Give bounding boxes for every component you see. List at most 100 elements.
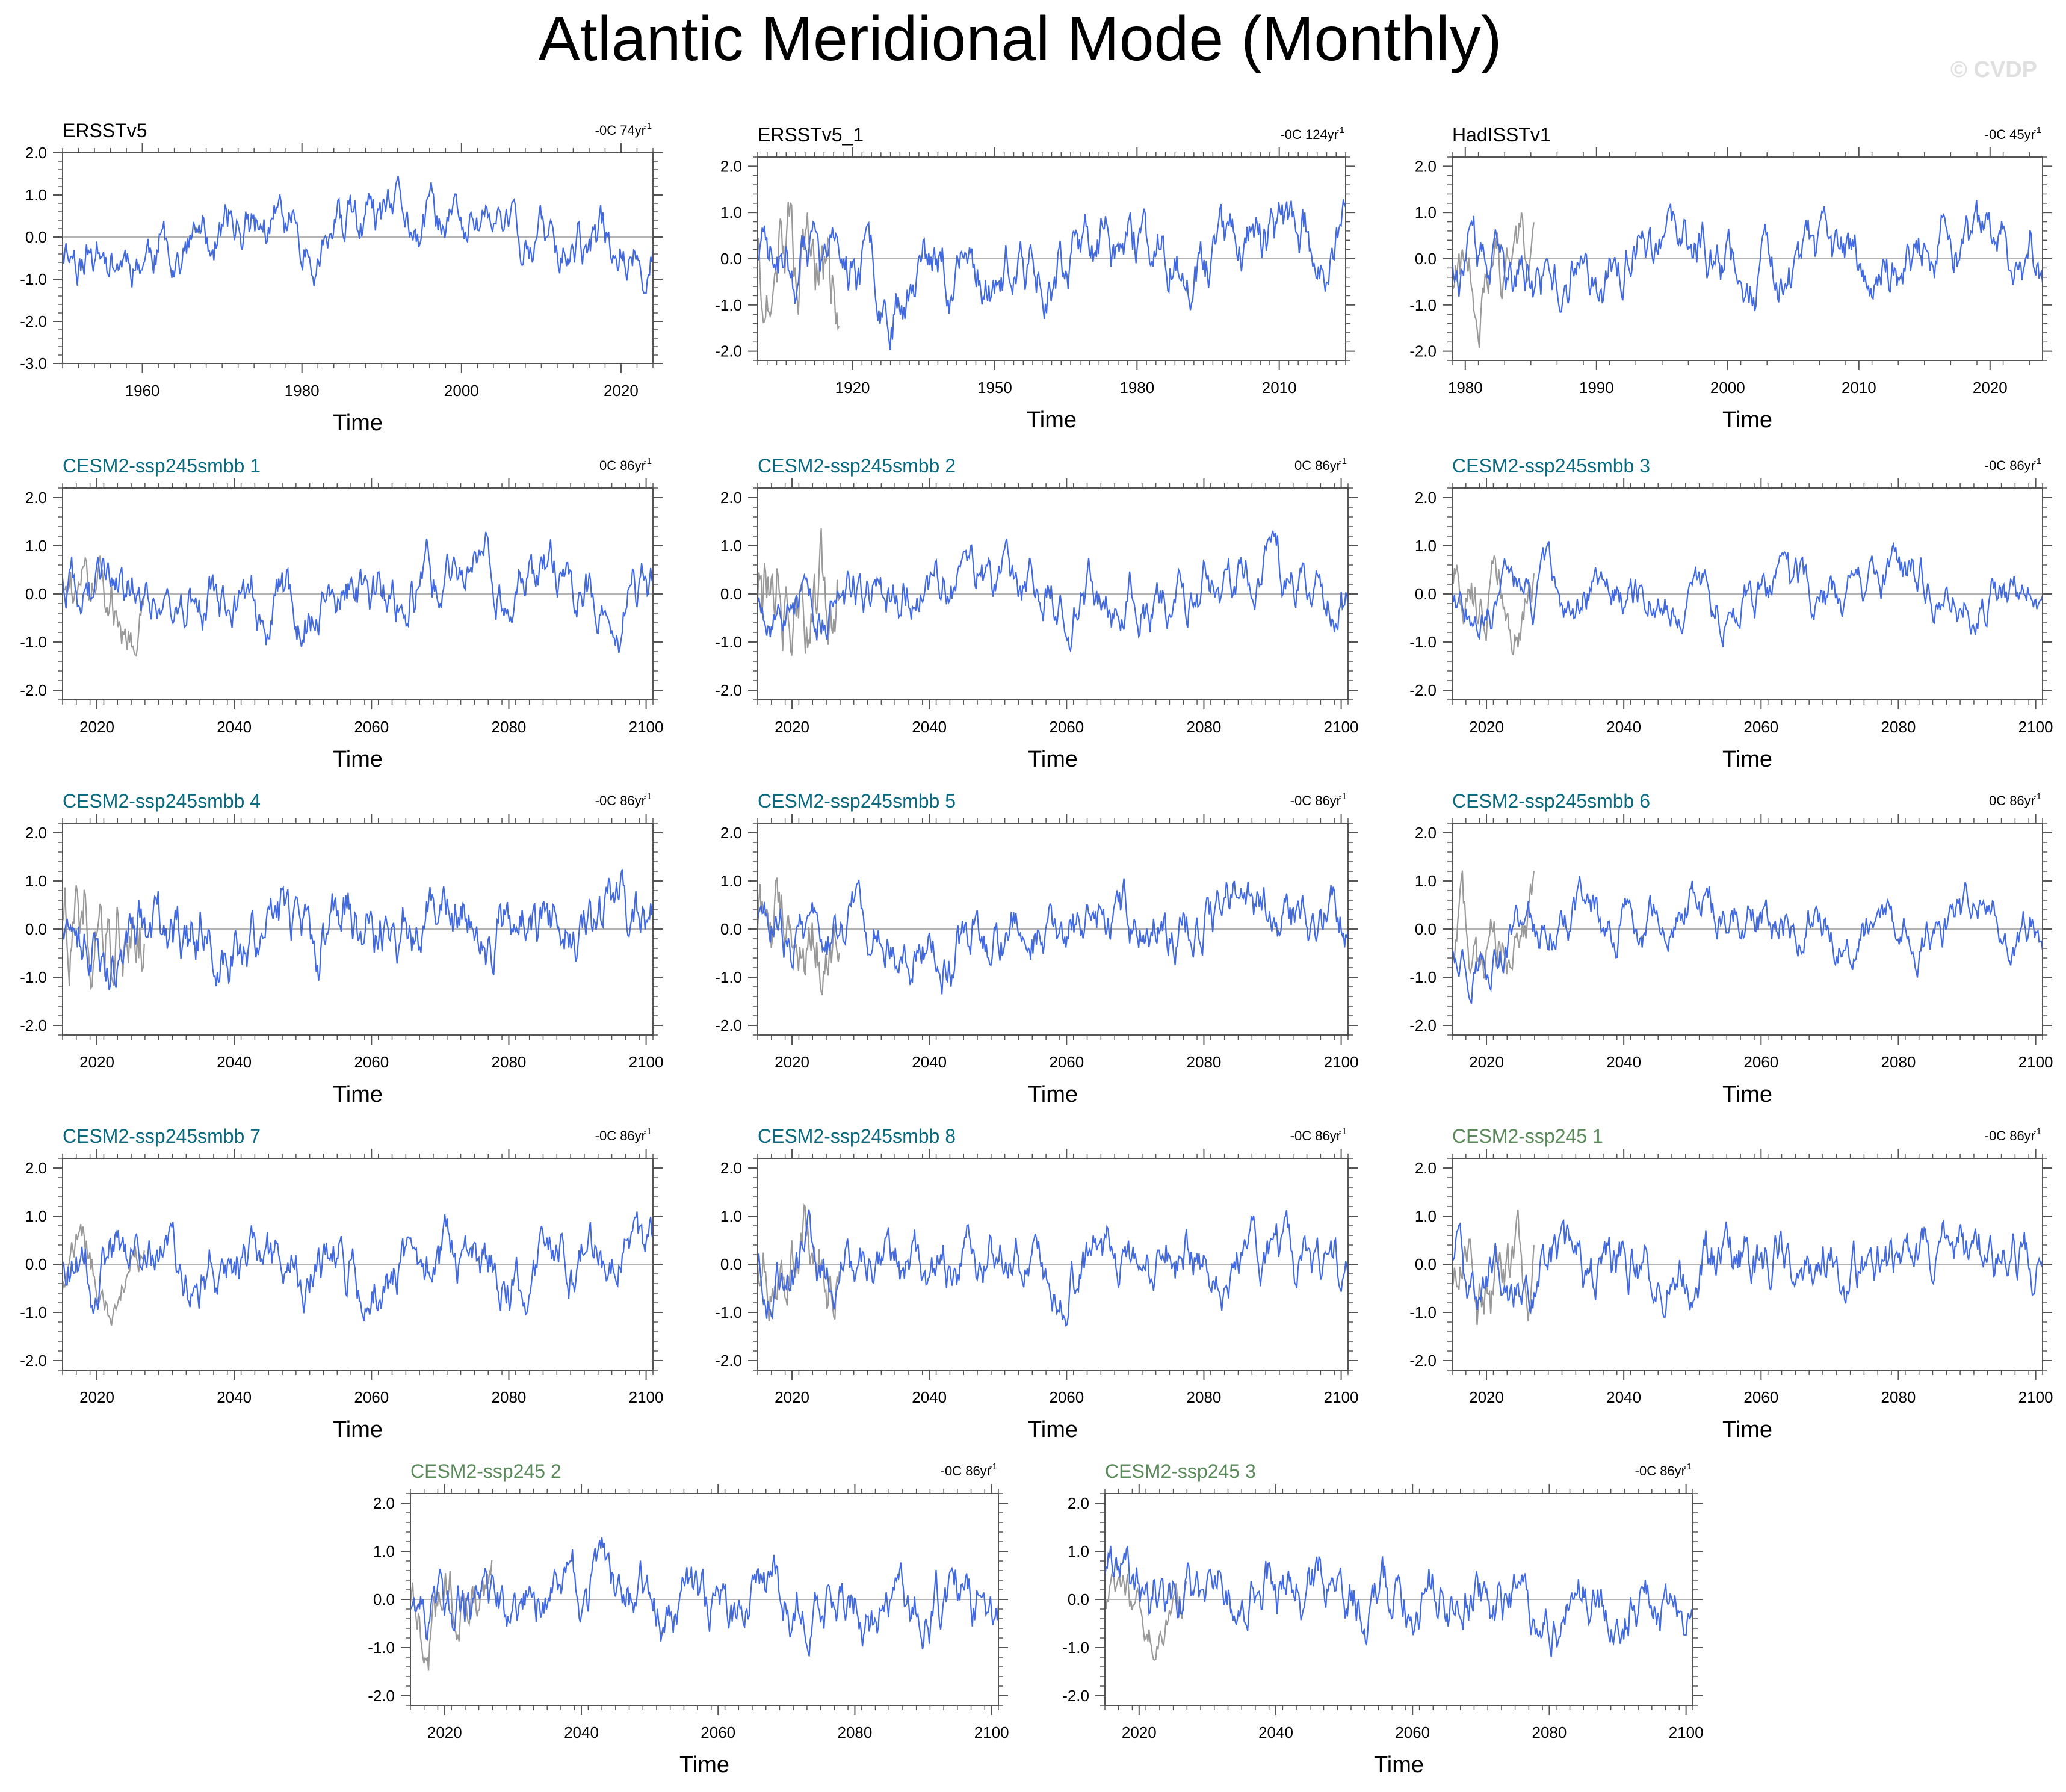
y-tick-label: -1.0 (715, 296, 742, 314)
y-tick-label: 2.0 (25, 1159, 47, 1177)
x-tick-label: 2080 (838, 1723, 873, 1741)
x-tick-label: 2060 (1743, 1053, 1778, 1071)
y-tick-label: -2.0 (715, 342, 742, 360)
trend-exponent: -1 (1339, 456, 1347, 466)
panel-title: CESM2-ssp245 2 (410, 1460, 561, 1482)
x-tick-label: 2080 (1881, 718, 1916, 736)
observation-series-line (756, 877, 840, 996)
series-line (1451, 876, 2044, 1004)
x-tick-label: 2060 (1743, 718, 1778, 736)
x-tick-label: 2060 (1049, 1053, 1084, 1071)
x-tick-label: 2010 (1262, 378, 1297, 397)
y-tick-label: 1.0 (720, 537, 742, 555)
x-axis-title: Time (333, 1417, 383, 1442)
x-tick-label: 2060 (354, 718, 389, 736)
trend-label: -0C 45yr (1985, 127, 2035, 142)
x-tick-label: 2020 (1469, 1053, 1504, 1071)
trend-label: -0C 86yr (1635, 1463, 1686, 1478)
trend-label: -0C 86yr (941, 1463, 991, 1478)
trend-exponent: -1 (644, 121, 652, 131)
y-tick-label: 0.0 (720, 1255, 742, 1273)
y-tick-label: 2.0 (720, 489, 742, 507)
x-tick-label: 2040 (912, 718, 947, 736)
y-tick-label: 1.0 (720, 872, 742, 890)
panel-11: CESM2-ssp245smbb 8 -0C 86yr-1 2.0 1.0 0.0 -1.… (715, 1125, 1358, 1442)
trend-exponent: -1 (2034, 791, 2041, 802)
panel-4: CESM2-ssp245smbb 1 0C 86yr-1 2.0 1.0 0.0 -1.0… (20, 455, 663, 772)
x-tick-label: 1980 (1119, 378, 1154, 397)
x-tick-label: 2080 (492, 718, 527, 736)
series-line (756, 529, 1349, 653)
panel-title: CESM2-ssp245 3 (1105, 1460, 1256, 1482)
y-tick-label: -1.0 (1409, 1303, 1437, 1321)
x-tick-label: 2020 (775, 1388, 809, 1406)
x-axis-title: Time (679, 1752, 729, 1778)
trend-label: -0C 86yr (1985, 1128, 2035, 1143)
y-tick-label: 2.0 (25, 144, 47, 162)
observation-series-line (1104, 1573, 1187, 1661)
panels-grid: ERSSTv5 -0C 74yr-12.01.00.0-1.0-2.0-3.019… (20, 120, 2053, 1778)
x-axis-title: Time (1027, 407, 1077, 433)
x-tick-label: 2100 (2018, 1388, 2053, 1406)
x-tick-label: 2020 (427, 1723, 462, 1741)
x-tick-label: 2100 (974, 1723, 1009, 1741)
x-tick-label: 2100 (629, 1388, 664, 1406)
x-tick-label: 2040 (217, 718, 252, 736)
x-tick-label: 2080 (492, 1388, 527, 1406)
x-axis-title: Time (1374, 1752, 1424, 1778)
y-tick-label: 0.0 (720, 585, 742, 603)
y-tick-label: -2.0 (1409, 1016, 1437, 1034)
y-tick-label: -1.0 (368, 1639, 395, 1657)
observation-series-line (1451, 212, 1535, 348)
y-tick-label: -2.0 (715, 1352, 742, 1370)
x-tick-label: 1990 (1579, 378, 1614, 397)
y-tick-label: 2.0 (25, 489, 47, 507)
observation-series-line (61, 885, 145, 990)
x-tick-label: 2020 (79, 1388, 114, 1406)
x-tick-label: 2040 (1606, 718, 1641, 736)
x-tick-label: 2020 (1973, 378, 2008, 397)
x-tick-label: 2020 (775, 1053, 809, 1071)
trend-exponent: -1 (1337, 125, 1344, 135)
x-tick-label: 2080 (492, 1053, 527, 1071)
panel-6: CESM2-ssp245smbb 3 -0C 86yr-1 2.0 1.0 0.0 -1.… (1409, 455, 2053, 772)
observation-series-line (61, 1224, 145, 1326)
x-tick-label: 1950 (977, 378, 1012, 397)
y-tick-label: 2.0 (720, 824, 742, 842)
y-tick-label: -2.0 (1409, 342, 1437, 360)
x-tick-label: 1980 (1448, 378, 1483, 397)
y-tick-label: -2.0 (1409, 681, 1437, 699)
x-tick-label: 2040 (912, 1053, 947, 1071)
series-line (1104, 1545, 1693, 1657)
x-tick-label: 2000 (444, 382, 479, 400)
y-tick-label: -1.0 (1409, 633, 1437, 651)
x-axis-title: Time (333, 747, 383, 772)
panel-9: CESM2-ssp245smbb 6 0C 86yr-1 2.0 1.0 0.0 -1.0… (1409, 790, 2053, 1107)
y-tick-label: 0.0 (25, 1255, 47, 1273)
x-tick-label: 2040 (217, 1388, 252, 1406)
series-line (1451, 541, 2044, 647)
trend-exponent: -1 (1339, 791, 1347, 802)
y-tick-label: -2.0 (715, 1016, 742, 1034)
series-line (61, 869, 654, 990)
watermark: © CVDP (1950, 57, 2037, 82)
x-tick-label: 2020 (775, 718, 809, 736)
x-axis-title: Time (1722, 407, 1772, 433)
x-tick-label: 2040 (1258, 1723, 1293, 1741)
y-tick-label: -1.0 (20, 270, 47, 288)
series-line (756, 878, 1349, 995)
x-tick-label: 2040 (912, 1388, 947, 1406)
y-tick-label: -2.0 (715, 681, 742, 699)
y-tick-label: 0.0 (1415, 585, 1437, 603)
panel-title: CESM2-ssp245smbb 8 (758, 1125, 956, 1147)
x-tick-label: 1960 (125, 382, 160, 400)
trend-exponent: -1 (989, 1462, 997, 1472)
y-tick-label: 2.0 (720, 157, 742, 175)
y-tick-label: 1.0 (25, 537, 47, 555)
y-tick-label: -2.0 (20, 312, 47, 330)
y-tick-label: 2.0 (1415, 157, 1437, 175)
panel-7: CESM2-ssp245smbb 4 -0C 86yr-1 2.0 1.0 0.0 -1.… (20, 790, 663, 1107)
y-tick-label: -1.0 (715, 1303, 742, 1321)
trend-label: -0C 86yr (1985, 458, 2035, 473)
